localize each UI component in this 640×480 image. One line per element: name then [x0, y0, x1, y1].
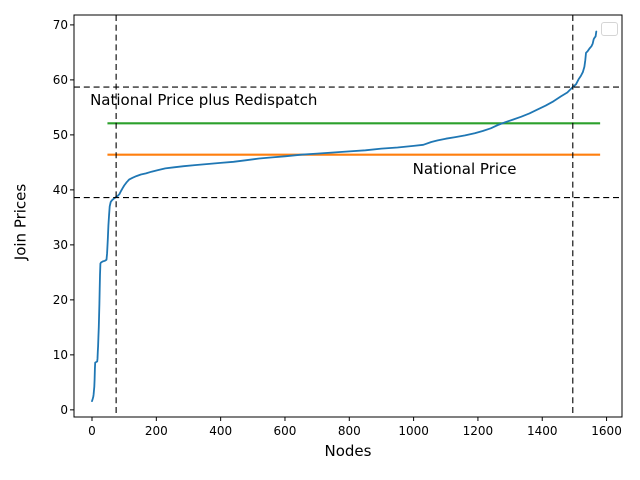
- x-tick-label-1400: 1400: [526, 424, 558, 438]
- legend-box: [601, 22, 618, 36]
- x-tick-label-1000: 1000: [398, 424, 429, 438]
- y-tick-label-40: 40: [52, 182, 68, 197]
- plot-area: [74, 15, 622, 417]
- annotation-national-price: National Price: [412, 160, 517, 179]
- node-price-curve: [91, 30, 598, 403]
- y-tick-label-30: 30: [52, 237, 68, 252]
- x-tick-label-1200: 1200: [462, 424, 494, 438]
- x-tick-label-1600: 1600: [591, 424, 622, 438]
- y-tick-label-10: 10: [52, 347, 68, 362]
- plot-border: [73, 14, 623, 418]
- x-tick-label-200: 200: [144, 424, 168, 438]
- y-tick-label-50: 50: [52, 127, 68, 142]
- x-tick-label-400: 400: [209, 424, 233, 438]
- x-tick-label-600: 600: [273, 424, 297, 438]
- annotation-national-price-plus-redispatch: National Price plus Redispatch: [90, 90, 318, 109]
- y-axis-label: Join Prices: [11, 183, 30, 261]
- y-tick-label-0: 0: [60, 402, 68, 417]
- y-tick-label-60: 60: [52, 72, 68, 87]
- x-axis-label: Nodes: [324, 442, 372, 460]
- y-tick-label-70: 70: [52, 17, 68, 32]
- y-tick-label-20: 20: [52, 292, 68, 307]
- x-tick-label-0: 0: [88, 424, 96, 438]
- x-tick-label-800: 800: [337, 424, 361, 438]
